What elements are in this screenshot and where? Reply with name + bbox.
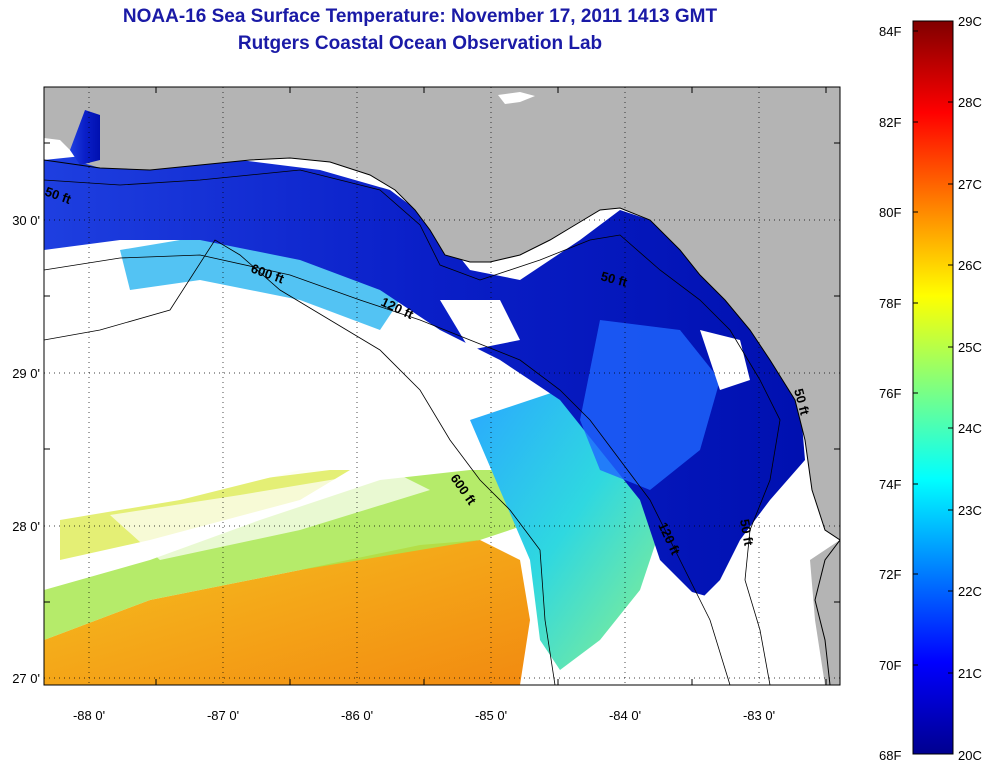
colorbar-c-label: 26C <box>958 258 982 273</box>
cloud-patch <box>200 340 460 470</box>
colorbar-f-label: 70F <box>879 658 902 673</box>
colorbar-f-label: 76F <box>879 386 902 401</box>
colorbar-f-label: 78F <box>879 296 902 311</box>
colorbar-c-label: 23C <box>958 503 982 518</box>
lat-tick-label: 30 0' <box>12 213 40 228</box>
colorbar-f-label: 82F <box>879 115 902 130</box>
colorbar-c-label: 25C <box>958 340 982 355</box>
cloud-patch <box>700 330 750 390</box>
inland-bay <box>70 110 100 165</box>
lat-tick-label: 29 0' <box>12 366 40 381</box>
land-mass <box>44 87 840 540</box>
colorbar-f-label: 74F <box>879 477 902 492</box>
lon-tick-label: -87 0' <box>207 708 239 723</box>
colorbar-f-label: 80F <box>879 205 902 220</box>
axis-ticks <box>44 87 840 685</box>
colorbar-c-label: 29C <box>958 14 982 29</box>
mid-warm-band <box>44 470 540 640</box>
land-mass-south <box>810 540 840 685</box>
cloud-patch <box>440 300 520 350</box>
colorbar <box>912 20 954 755</box>
coastline-south <box>814 539 840 685</box>
cloud-streak <box>110 470 430 560</box>
plot-area <box>44 87 840 685</box>
colorbar-c-label: 20C <box>958 748 982 763</box>
lon-tick-label: -85 0' <box>475 708 507 723</box>
lon-tick-label: -86 0' <box>341 708 373 723</box>
lat-tick-label: 27 0' <box>12 671 40 686</box>
colorbar-f-label: 84F <box>879 24 902 39</box>
cloud-patch <box>620 580 760 685</box>
contour-label: 50 ft <box>737 518 757 548</box>
colorbar-f-label: 68F <box>879 748 902 763</box>
lat-tick-label: 28 0' <box>12 519 40 534</box>
plot-frame <box>43 86 841 686</box>
coastline <box>44 157 840 541</box>
contour-600ft <box>44 239 556 685</box>
colorbar-c-label: 22C <box>958 584 982 599</box>
lon-tick-label: -83 0' <box>743 708 775 723</box>
colorbar-c-label: 28C <box>958 95 982 110</box>
contour-label: 50 ft <box>599 268 629 290</box>
cold-shelf-water <box>44 150 805 600</box>
contour-50ft <box>44 169 781 685</box>
lon-tick-label: -88 0' <box>73 708 105 723</box>
colorbar-c-label: 24C <box>958 421 982 436</box>
colorbar-c-label: 27C <box>958 177 982 192</box>
colorbar-c-label: 21C <box>958 666 982 681</box>
lon-tick-label: -84 0' <box>609 708 641 723</box>
contour-label: 50 ft <box>791 387 813 417</box>
shelf-transition <box>580 320 720 490</box>
chart-subtitle: Rutgers Coastal Ocean Observation Lab <box>237 33 603 54</box>
inland-lake <box>498 92 535 104</box>
warm-water-region <box>44 540 530 685</box>
colorbar-f-label: 72F <box>879 567 902 582</box>
contour-120ft <box>44 254 731 685</box>
colorbar-ticks <box>913 20 953 674</box>
chart-title: NOAA-16 Sea Surface Temperature: Novembe… <box>122 6 718 27</box>
